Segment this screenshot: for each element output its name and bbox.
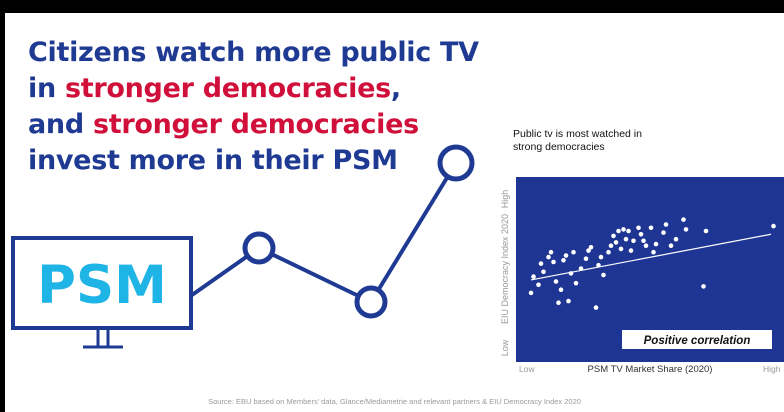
scatter-point — [631, 238, 636, 244]
headline-text: in — [28, 73, 65, 104]
scatter-point — [621, 227, 626, 232]
trend-line-icon — [190, 161, 458, 304]
scatter-point — [593, 305, 599, 310]
annotation-label: Positive correlation — [644, 335, 751, 347]
scatter-point — [541, 269, 546, 275]
scatter-point — [643, 243, 649, 248]
scatter-points — [528, 217, 776, 310]
scatter-point — [661, 230, 666, 235]
scatter-point — [618, 246, 624, 252]
scatter-point — [673, 236, 679, 242]
scatter-point — [626, 228, 631, 234]
scatter-point — [546, 254, 551, 260]
scatter-point — [701, 284, 706, 289]
chart-title-line: strong democracies — [513, 141, 605, 153]
headline-line-4: invest more in their PSM — [28, 145, 398, 176]
scatter-point — [681, 217, 686, 222]
y-axis-title: EIU Democracy Index 2020 — [500, 214, 510, 324]
scatter-point — [648, 225, 654, 231]
scatter-point — [588, 245, 594, 250]
scatter-point — [703, 228, 709, 234]
x-axis-title: PSM TV Market Share (2020) — [588, 364, 713, 375]
scatter-point — [771, 223, 776, 229]
scatter-point — [638, 232, 644, 237]
scatter-point — [651, 249, 656, 255]
scatter-point — [606, 249, 611, 255]
x-axis-high: High — [763, 364, 781, 374]
scatter-point — [558, 287, 564, 293]
node-icon — [354, 285, 388, 319]
x-axis-low: Low — [519, 364, 535, 374]
scatter-point — [623, 236, 629, 242]
y-axis-low: Low — [500, 339, 510, 356]
scatter-point — [613, 240, 619, 245]
scatter-point — [563, 253, 569, 258]
headline-line-2: in stronger democracies, — [28, 71, 528, 107]
scatter-point — [598, 254, 604, 260]
chart-title: Public tv is most watched in strong demo… — [513, 128, 733, 154]
scatter-point — [556, 300, 561, 306]
scatter-point — [616, 228, 621, 234]
monitor-label: PSM — [37, 255, 167, 316]
source-note: Source: EBU based on Members' data, Glan… — [208, 397, 581, 406]
chart-title-line: Public tv is most watched in — [513, 128, 642, 140]
scatter-point — [608, 243, 614, 248]
scatter-point — [531, 274, 536, 279]
scatter-point — [573, 280, 579, 286]
node-icon — [242, 231, 276, 265]
headline-highlight: stronger democracies — [64, 73, 391, 104]
scatter-point — [571, 249, 576, 255]
monitor-icon — [11, 236, 193, 349]
scatter-point — [568, 271, 574, 276]
scatter-point — [628, 248, 634, 253]
headline-highlight: stronger democracies — [92, 109, 419, 140]
headline-line-3: and stronger democracies — [28, 107, 528, 143]
scatter-point — [641, 238, 646, 244]
scatter-point — [566, 298, 571, 304]
y-axis-high: High — [500, 190, 510, 209]
scatter-point — [683, 227, 689, 232]
headline-text: , — [390, 73, 401, 104]
scatter-point — [538, 261, 544, 266]
scatter-point — [596, 262, 601, 268]
slide: Citizens watch more public TV in stronge… — [5, 13, 784, 412]
node-icon — [437, 144, 475, 182]
annotation-box — [622, 330, 772, 349]
scatter-point — [653, 241, 659, 247]
scatter-point — [636, 225, 641, 231]
scatter-point — [601, 272, 606, 278]
scatter-point — [586, 248, 591, 253]
scatter-point — [548, 249, 554, 255]
scatter-point — [528, 290, 534, 296]
scatter-point — [578, 266, 584, 271]
scatter-point — [583, 256, 589, 261]
headline-line-1: Citizens watch more public TV — [28, 37, 479, 68]
scatter-point — [553, 279, 559, 284]
illustration: PSM High EIU Democracy Index 2020 Low Po… — [11, 144, 784, 375]
scatter-point — [551, 259, 556, 265]
scatter-point — [611, 233, 616, 239]
headline-text: and — [28, 109, 93, 140]
scatter-point — [536, 282, 541, 288]
scatter-point — [668, 243, 674, 248]
headline: Citizens watch more public TV in stronge… — [28, 35, 528, 179]
scatter-point — [561, 258, 566, 263]
scatter-point — [663, 222, 669, 227]
